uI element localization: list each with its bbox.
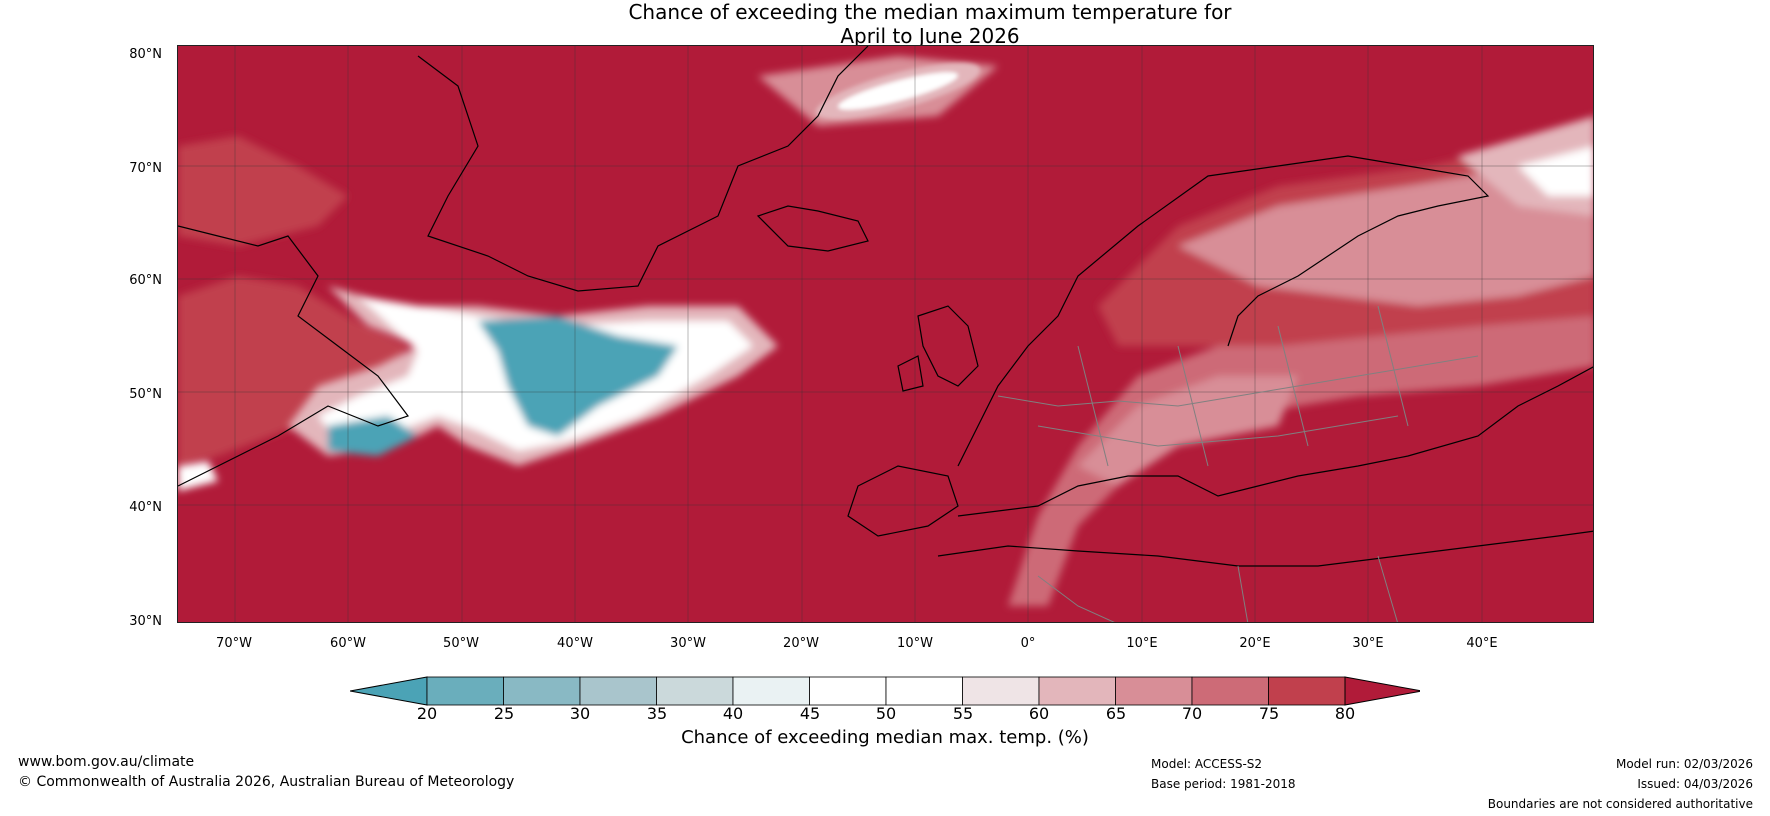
colorbar-cell: [1038, 676, 1116, 706]
colorbar-tick-35: 35: [646, 704, 668, 723]
lon-label-0: 0°: [1020, 636, 1036, 651]
colorbar-label: Chance of exceeding median max. temp. (%…: [681, 727, 1089, 748]
mediterranean-coast: [957, 366, 1593, 517]
colorbar-tick-60: 60: [1028, 704, 1050, 723]
footer-copyright: © Commonwealth of Australia 2026, Austra…: [18, 774, 515, 790]
lat-label-70n: 70°N: [129, 161, 162, 176]
colorbar-tick-80: 80: [1334, 704, 1356, 723]
title-line-1: Chance of exceeding the median maximum t…: [628, 0, 1232, 24]
colorbar-tick-20: 20: [416, 704, 438, 723]
map-canvas: [178, 46, 1593, 622]
lon-label-40w: 40°W: [557, 636, 593, 651]
atlantic-neutral-zone: [178, 286, 778, 491]
colorbar-cell: [885, 676, 963, 706]
colorbar-cell: [809, 676, 887, 706]
forecast-map: [177, 45, 1594, 623]
colorbar: [349, 671, 1423, 711]
lat-label-50n: 50°N: [129, 387, 162, 402]
title-line-2: April to June 2026: [840, 24, 1020, 48]
scandinavia-coast: [957, 155, 1490, 467]
colorbar-cell: [1268, 676, 1346, 706]
footer-disclaimer: Boundaries are not considered authoritat…: [1487, 797, 1753, 811]
colorbar-cell: [426, 676, 504, 706]
colorbar-extension-high: [1344, 676, 1423, 706]
lon-label-30w: 30°W: [670, 636, 706, 651]
colorbar-cell: [732, 676, 810, 706]
colorbar-cell: [1191, 676, 1269, 706]
colorbar-tick-55: 55: [952, 704, 974, 723]
lon-label-40e: 40°E: [1466, 636, 1498, 651]
north-africa-coast: [937, 530, 1593, 567]
uk-coast: [917, 305, 979, 387]
footer-model: Model: ACCESS-S2: [1151, 757, 1263, 771]
colorbar-cells: [349, 676, 1423, 706]
iberia-coast: [847, 465, 959, 537]
lat-label-30n: 30°N: [129, 614, 162, 629]
colorbar-extension-low: [349, 676, 428, 706]
europe-warm-band: [1008, 316, 1593, 606]
lon-label-20w: 20°W: [783, 636, 819, 651]
colorbar-tick-25: 25: [493, 704, 515, 723]
probability-field: [178, 56, 1593, 606]
colorbar-svg: [349, 676, 1423, 706]
colorbar-cell: [656, 676, 734, 706]
footer-base-period: Base period: 1981-2018: [1151, 777, 1296, 791]
lat-label-60n: 60°N: [129, 273, 162, 288]
coastlines: [178, 46, 1593, 567]
greenland-coast: [417, 46, 869, 292]
lon-label-30e: 30°E: [1352, 636, 1384, 651]
graticule: [178, 46, 1593, 622]
lat-label-80n: 80°N: [129, 47, 162, 62]
colorbar-tick-70: 70: [1181, 704, 1203, 723]
lat-label-40n: 40°N: [129, 500, 162, 515]
arctic-neutral-core: [838, 72, 958, 110]
europe-warm-patch: [1078, 376, 1298, 486]
footer-website: www.bom.gov.au/climate: [18, 754, 195, 770]
colorbar-cell: [1115, 676, 1193, 706]
cool-patch-south: [328, 416, 418, 456]
country-borders: [997, 305, 1479, 622]
chart-title: Chance of exceeding the median maximum t…: [0, 0, 1770, 48]
colorbar-cell: [962, 676, 1040, 706]
colorbar-tick-65: 65: [1105, 704, 1127, 723]
iceland-coast: [756, 205, 869, 252]
colorbar-tick-30: 30: [569, 704, 591, 723]
ireland-coast: [897, 355, 924, 392]
lon-label-60w: 60°W: [330, 636, 366, 651]
lon-label-10w: 10°W: [897, 636, 933, 651]
footer-issued: Issued: 04/03/2026: [1637, 777, 1753, 791]
colorbar-cell: [503, 676, 581, 706]
colorbar-tick-40: 40: [722, 704, 744, 723]
labrador-warm: [178, 276, 408, 466]
colorbar-tick-75: 75: [1258, 704, 1280, 723]
colorbar-cell: [579, 676, 657, 706]
north-america-coast: [178, 225, 409, 487]
lon-label-70w: 70°W: [216, 636, 252, 651]
lon-label-50w: 50°W: [443, 636, 479, 651]
colorbar-tick-50: 50: [875, 704, 897, 723]
cool-patch-main: [478, 316, 678, 436]
lon-label-10e: 10°E: [1126, 636, 1158, 651]
baffin-warm: [178, 136, 348, 246]
colorbar-tick-45: 45: [799, 704, 821, 723]
barents-neutral: [1518, 146, 1593, 196]
lon-label-20e: 20°E: [1239, 636, 1271, 651]
footer-model-run: Model run: 02/03/2026: [1615, 757, 1753, 771]
